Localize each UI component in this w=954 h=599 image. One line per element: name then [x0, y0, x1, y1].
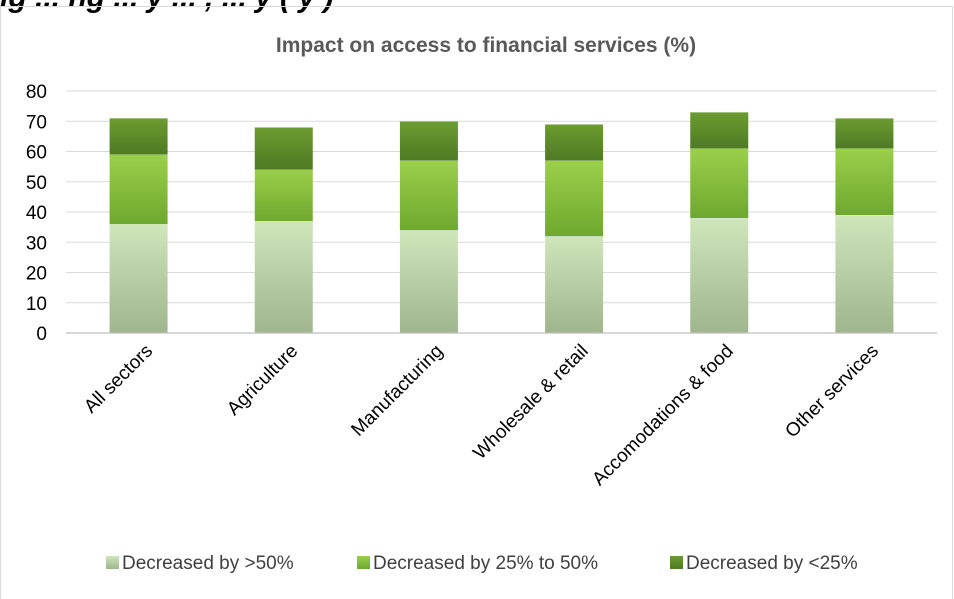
bar-segment [254, 221, 313, 333]
y-tick-label: 70 [26, 112, 47, 133]
bar-segment [109, 224, 168, 333]
y-tick-label: 30 [26, 233, 47, 254]
bar-segment [835, 118, 894, 149]
legend-label: Decreased by <25% [686, 553, 858, 574]
chart-frame [0, 6, 953, 599]
y-tick-label: 20 [26, 264, 47, 285]
x-category-label: Wholesale & retail [469, 341, 592, 464]
legend-swatch [670, 556, 683, 569]
bar-segment [690, 148, 749, 219]
chart-title: Impact on access to financial services (… [276, 34, 696, 57]
legend-label: Decreased by >50% [122, 553, 294, 574]
y-tick-label: 50 [26, 173, 47, 194]
bars [109, 111, 894, 333]
bar-segment [690, 112, 749, 149]
bar-segment [545, 236, 604, 333]
y-axis-ticks: 0 10 20 30 40 50 60 70 80 [26, 82, 47, 345]
bar-segment [545, 124, 604, 161]
legend-swatch [106, 556, 119, 569]
legend: Decreased by >50% Decreased by 25% to 50%… [106, 553, 858, 574]
cropped-heading-strip: ig ... ng ... y ... , ... y ( y ) [0, 0, 954, 14]
x-category-label: Accomodations & food [588, 341, 737, 490]
x-category-label: Other services [781, 341, 882, 442]
y-tick-label: 60 [26, 143, 47, 164]
bar-segment [254, 127, 313, 170]
x-category-label: All sectors [80, 341, 157, 418]
cropped-heading-text: ig ... ng ... y ... , ... y ( y ) [0, 0, 333, 14]
bar-segment [109, 154, 168, 225]
legend-swatch [357, 556, 370, 569]
bar-segment [109, 118, 168, 155]
bar-segment [835, 148, 894, 216]
legend-label: Decreased by 25% to 50% [373, 553, 598, 574]
bar-segment [690, 218, 749, 333]
x-category-label: Agriculture [223, 341, 302, 420]
bar-segment [399, 160, 458, 231]
bar-segment [399, 121, 458, 161]
bar-segment [254, 169, 313, 222]
bar-segment [835, 215, 894, 333]
y-tick-label: 40 [26, 203, 47, 224]
bar-segment [545, 160, 604, 237]
x-axis-categories: All sectors Agriculture Manufacturing Whole… [80, 341, 883, 490]
gridlines [66, 90, 937, 304]
y-tick-label: 80 [26, 82, 47, 103]
y-tick-label: 10 [26, 294, 47, 315]
y-tick-label: 0 [36, 324, 47, 345]
x-category-label: Manufacturing [347, 341, 447, 441]
bar-segment [399, 230, 458, 333]
